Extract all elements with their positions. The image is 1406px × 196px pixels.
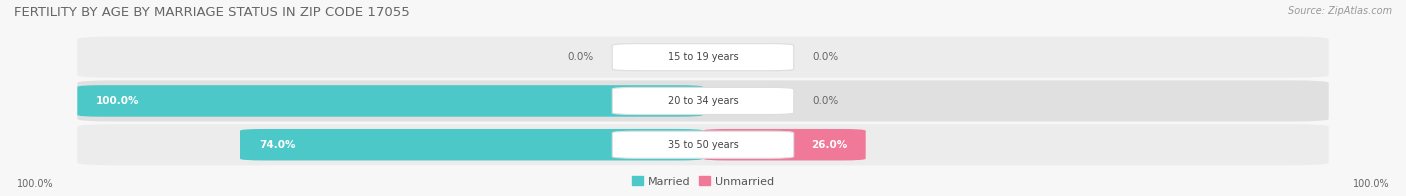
Text: 35 to 50 years: 35 to 50 years <box>668 140 738 150</box>
Text: 74.0%: 74.0% <box>259 140 295 150</box>
Text: 20 to 34 years: 20 to 34 years <box>668 96 738 106</box>
Text: 26.0%: 26.0% <box>811 140 846 150</box>
FancyBboxPatch shape <box>77 80 1329 122</box>
Text: 100.0%: 100.0% <box>96 96 139 106</box>
FancyBboxPatch shape <box>77 124 1329 165</box>
Text: 100.0%: 100.0% <box>1353 179 1389 189</box>
Text: Source: ZipAtlas.com: Source: ZipAtlas.com <box>1288 6 1392 16</box>
FancyBboxPatch shape <box>77 85 703 117</box>
Legend: Married, Unmarried: Married, Unmarried <box>633 176 773 187</box>
FancyBboxPatch shape <box>612 87 794 114</box>
Text: 0.0%: 0.0% <box>813 96 839 106</box>
FancyBboxPatch shape <box>703 129 866 161</box>
FancyBboxPatch shape <box>612 44 794 71</box>
FancyBboxPatch shape <box>240 129 703 161</box>
FancyBboxPatch shape <box>612 131 794 158</box>
Text: FERTILITY BY AGE BY MARRIAGE STATUS IN ZIP CODE 17055: FERTILITY BY AGE BY MARRIAGE STATUS IN Z… <box>14 6 409 19</box>
Text: 15 to 19 years: 15 to 19 years <box>668 52 738 62</box>
Text: 100.0%: 100.0% <box>17 179 53 189</box>
Text: 0.0%: 0.0% <box>567 52 593 62</box>
Text: 0.0%: 0.0% <box>813 52 839 62</box>
FancyBboxPatch shape <box>77 37 1329 78</box>
